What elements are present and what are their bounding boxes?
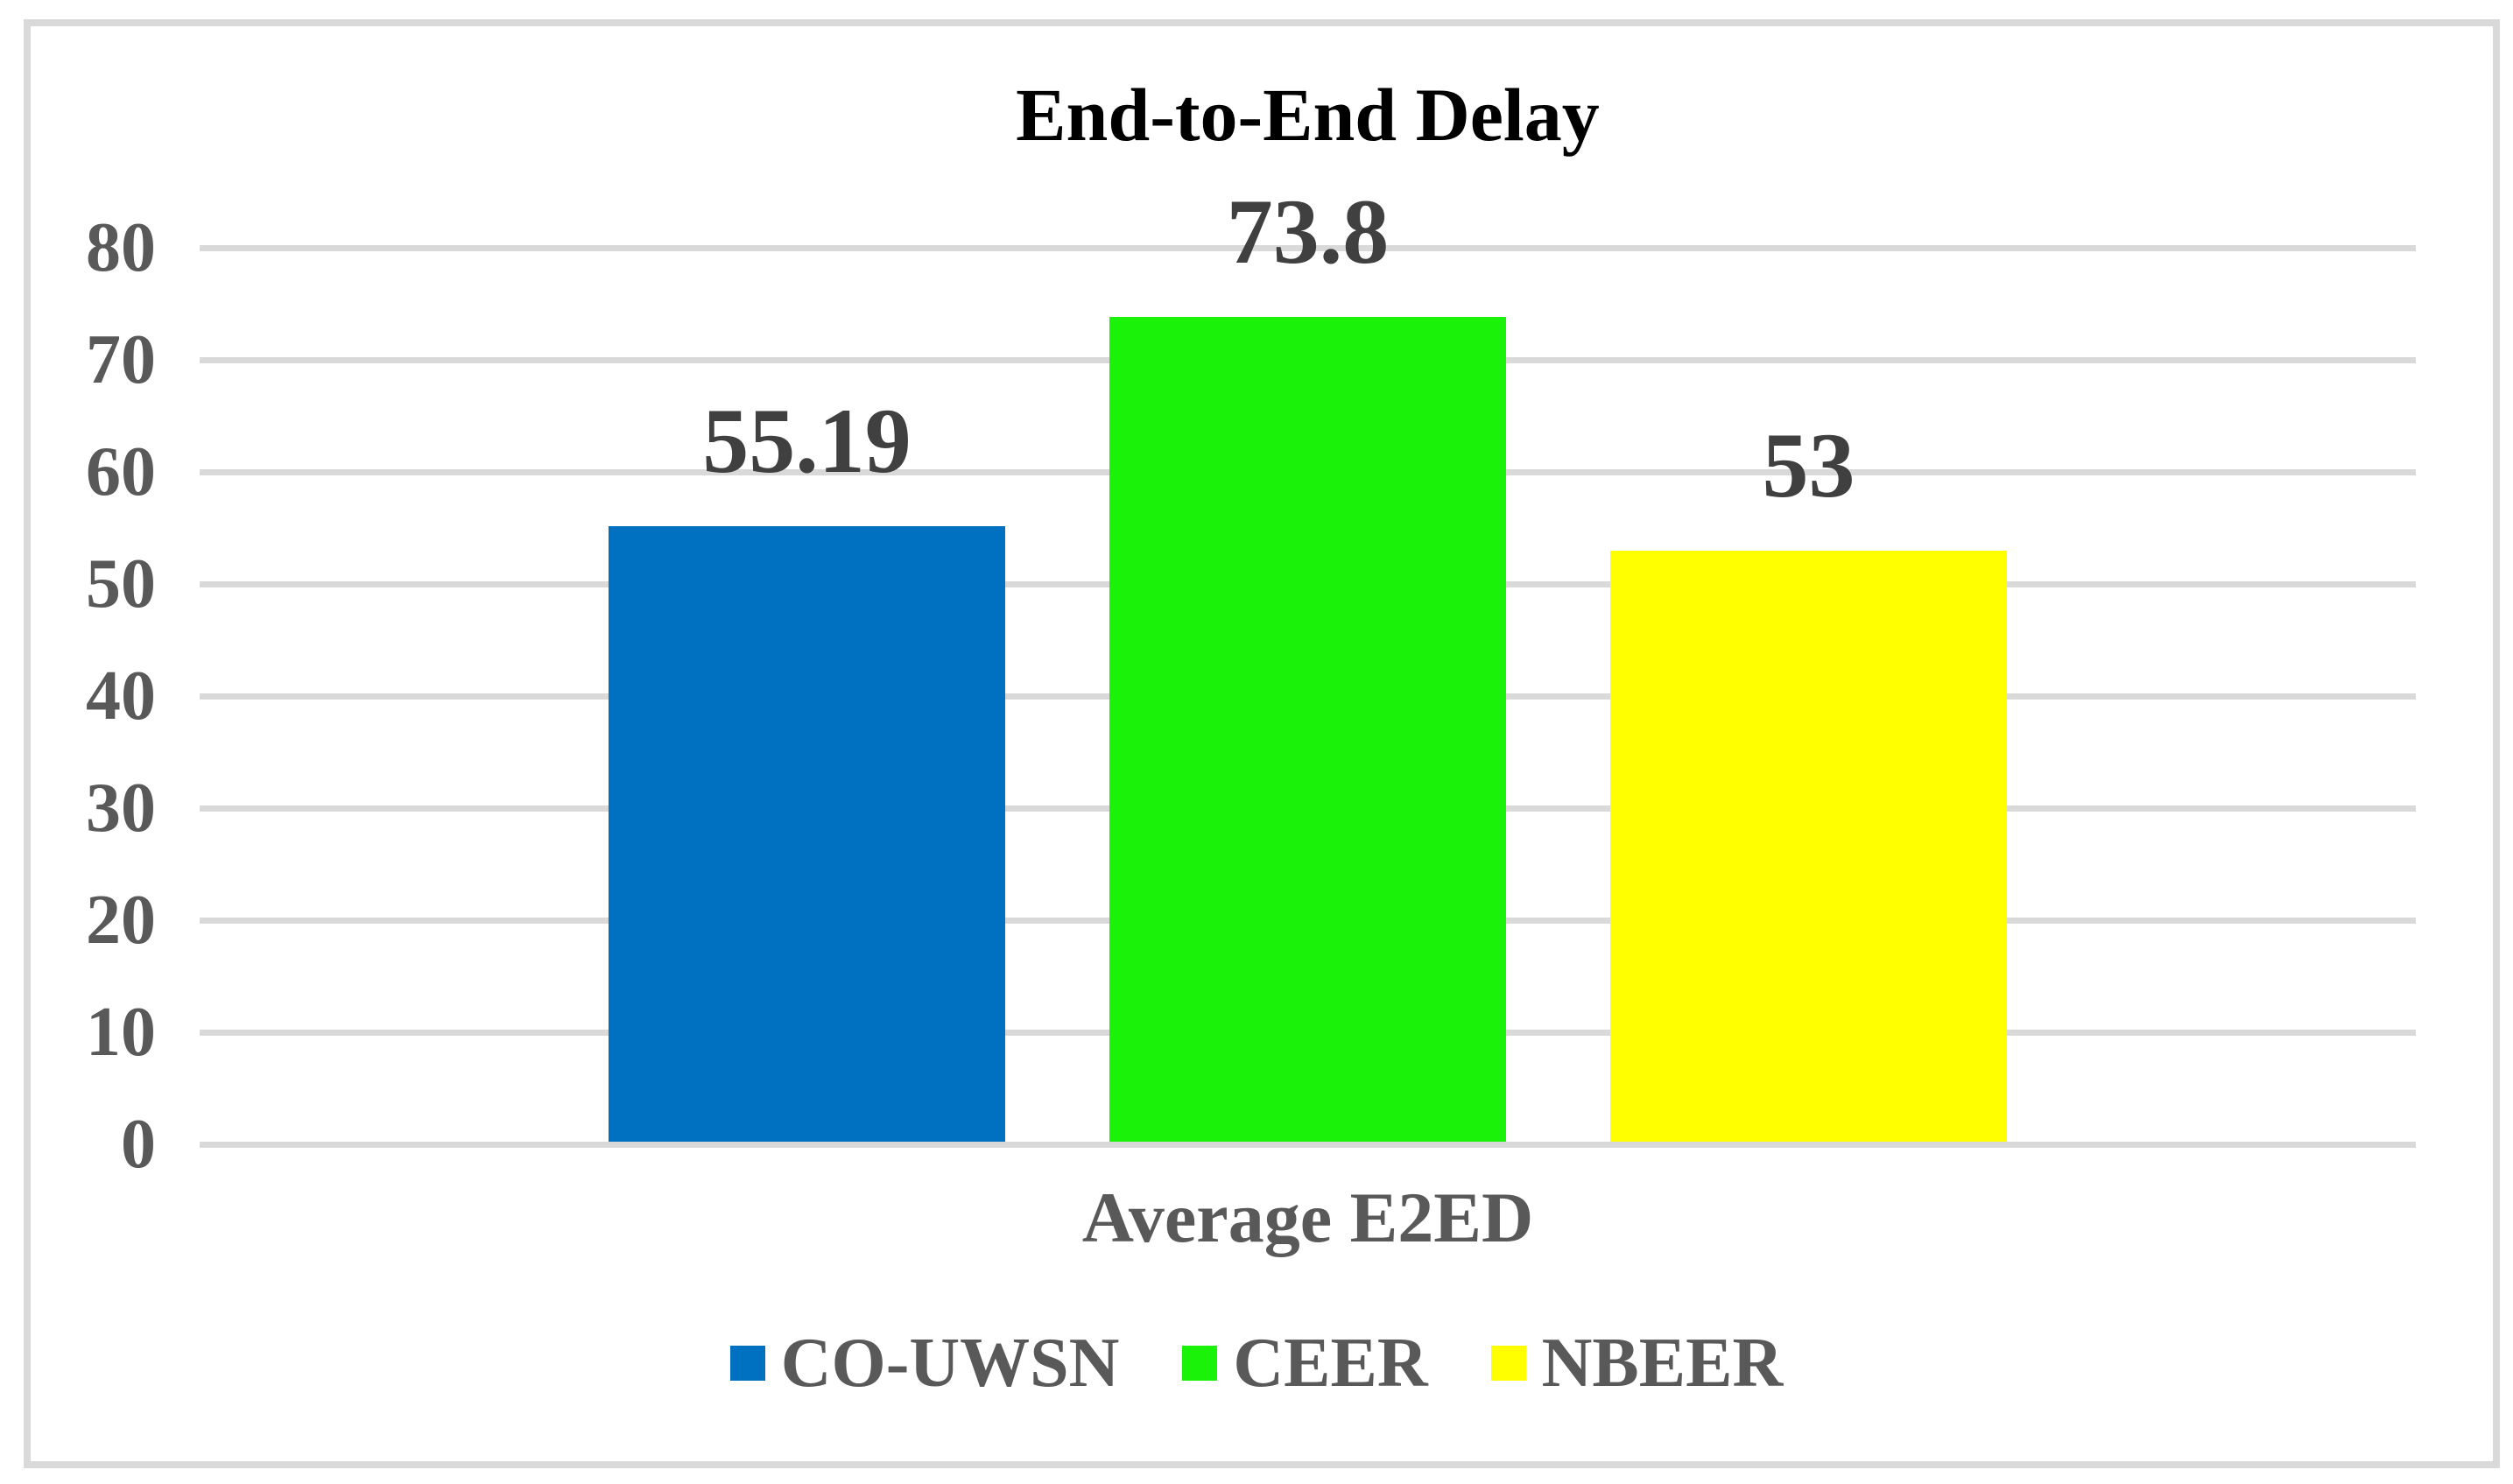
legend-swatch-nbeer (1490, 1346, 1526, 1381)
chart-title: End-to-End Delay (1016, 73, 1600, 157)
y-tick-80: 80 (86, 209, 156, 286)
y-tick-40: 40 (86, 658, 156, 735)
bar-value-label-co-uwsn: 55.19 (702, 389, 912, 492)
legend-label-ceer: CEER (1233, 1325, 1428, 1402)
legend-label-co-uwsn: CO-UWSN (780, 1325, 1120, 1402)
bar-value-label-nbeer: 53 (1762, 413, 1855, 517)
gridline-80 (200, 245, 2416, 251)
legend-swatch-co-uwsn (729, 1346, 765, 1381)
y-tick-30: 30 (86, 770, 156, 847)
y-tick-70: 70 (86, 321, 156, 398)
legend-label-nbeer: NBEER (1541, 1325, 1784, 1402)
y-tick-20: 20 (86, 882, 156, 959)
y-tick-60: 60 (86, 433, 156, 510)
legend-item-co-uwsn: CO-UWSN (729, 1325, 1120, 1402)
legend-item-ceer: CEER (1182, 1325, 1428, 1402)
y-tick-50: 50 (86, 545, 156, 622)
bar-value-label-ceer: 73.8 (1226, 180, 1390, 284)
bar-nbeer (1610, 550, 2007, 1142)
legend-item-nbeer: NBEER (1490, 1325, 1784, 1402)
y-tick-10: 10 (86, 994, 156, 1071)
gridline-0 (200, 1142, 2416, 1148)
x-axis-title: Average E2ED (1081, 1178, 1534, 1257)
y-tick-0: 0 (121, 1106, 156, 1183)
chart-border (24, 19, 2500, 1468)
bar-co-uwsn (609, 525, 1005, 1142)
legend-swatch-ceer (1182, 1346, 1218, 1381)
legend: CO-UWSN CEER NBEER (0, 1311, 2513, 1416)
bar-ceer (1109, 317, 1506, 1142)
